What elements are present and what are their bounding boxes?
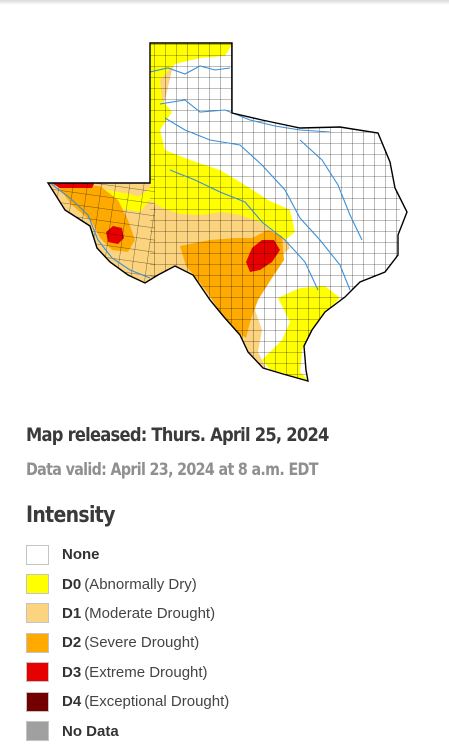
legend-item-none: None bbox=[26, 540, 436, 569]
texas-outline bbox=[46, 42, 408, 382]
top-edge-shadow bbox=[0, 0, 449, 5]
legend-item-d2: D2 (Severe Drought) bbox=[26, 628, 436, 657]
legend-swatch bbox=[26, 632, 49, 653]
county-lines bbox=[150, 43, 400, 381]
legend-item-d4: D4 (Exceptional Drought) bbox=[26, 687, 436, 716]
legend-code: D0 bbox=[62, 575, 82, 593]
legend-item-no-data: No Data bbox=[26, 716, 436, 745]
drought-areas bbox=[48, 43, 400, 381]
legend-code: D3 bbox=[62, 663, 82, 681]
county-lines-west bbox=[48, 178, 155, 288]
data-valid-date: Data valid: April 23, 2024 at 8 a.m. EDT bbox=[26, 460, 318, 480]
drought-map bbox=[46, 42, 408, 382]
texas-map-svg bbox=[46, 42, 408, 382]
legend-swatch bbox=[26, 691, 49, 712]
legend-code: D2 bbox=[62, 634, 82, 652]
legend-item-d1: D1 (Moderate Drought) bbox=[26, 599, 436, 628]
legend-item-d3: D3 (Extreme Drought) bbox=[26, 658, 436, 687]
river-brazos bbox=[164, 117, 351, 291]
legend-desc: (Moderate Drought) bbox=[84, 604, 216, 622]
river-rio-grande bbox=[49, 182, 151, 279]
legend-desc: (Exceptional Drought) bbox=[84, 693, 230, 711]
legend-code: No Data bbox=[62, 722, 119, 740]
legend-swatch bbox=[26, 603, 49, 624]
legend-desc: (Severe Drought) bbox=[84, 634, 200, 652]
legend-code: None bbox=[62, 546, 100, 564]
legend-item-d0: D0 (Abnormally Dry) bbox=[26, 569, 436, 598]
legend-desc: (Abnormally Dry) bbox=[84, 575, 197, 593]
legend-swatch bbox=[26, 544, 49, 565]
legend: None D0 (Abnormally Dry) D1 (Moderate Dr… bbox=[26, 540, 436, 746]
river-colorado bbox=[169, 169, 319, 291]
legend-title: Intensity bbox=[26, 503, 115, 528]
map-released-date: Map released: Thurs. April 25, 2024 bbox=[26, 424, 329, 446]
legend-swatch bbox=[26, 574, 49, 595]
legend-code: D1 bbox=[62, 604, 82, 622]
river-canadian bbox=[149, 65, 231, 75]
legend-code: D4 bbox=[62, 693, 82, 711]
river-trinity bbox=[299, 139, 363, 241]
legend-swatch bbox=[26, 662, 49, 683]
legend-swatch bbox=[26, 721, 49, 742]
legend-desc: (Extreme Drought) bbox=[84, 663, 208, 681]
